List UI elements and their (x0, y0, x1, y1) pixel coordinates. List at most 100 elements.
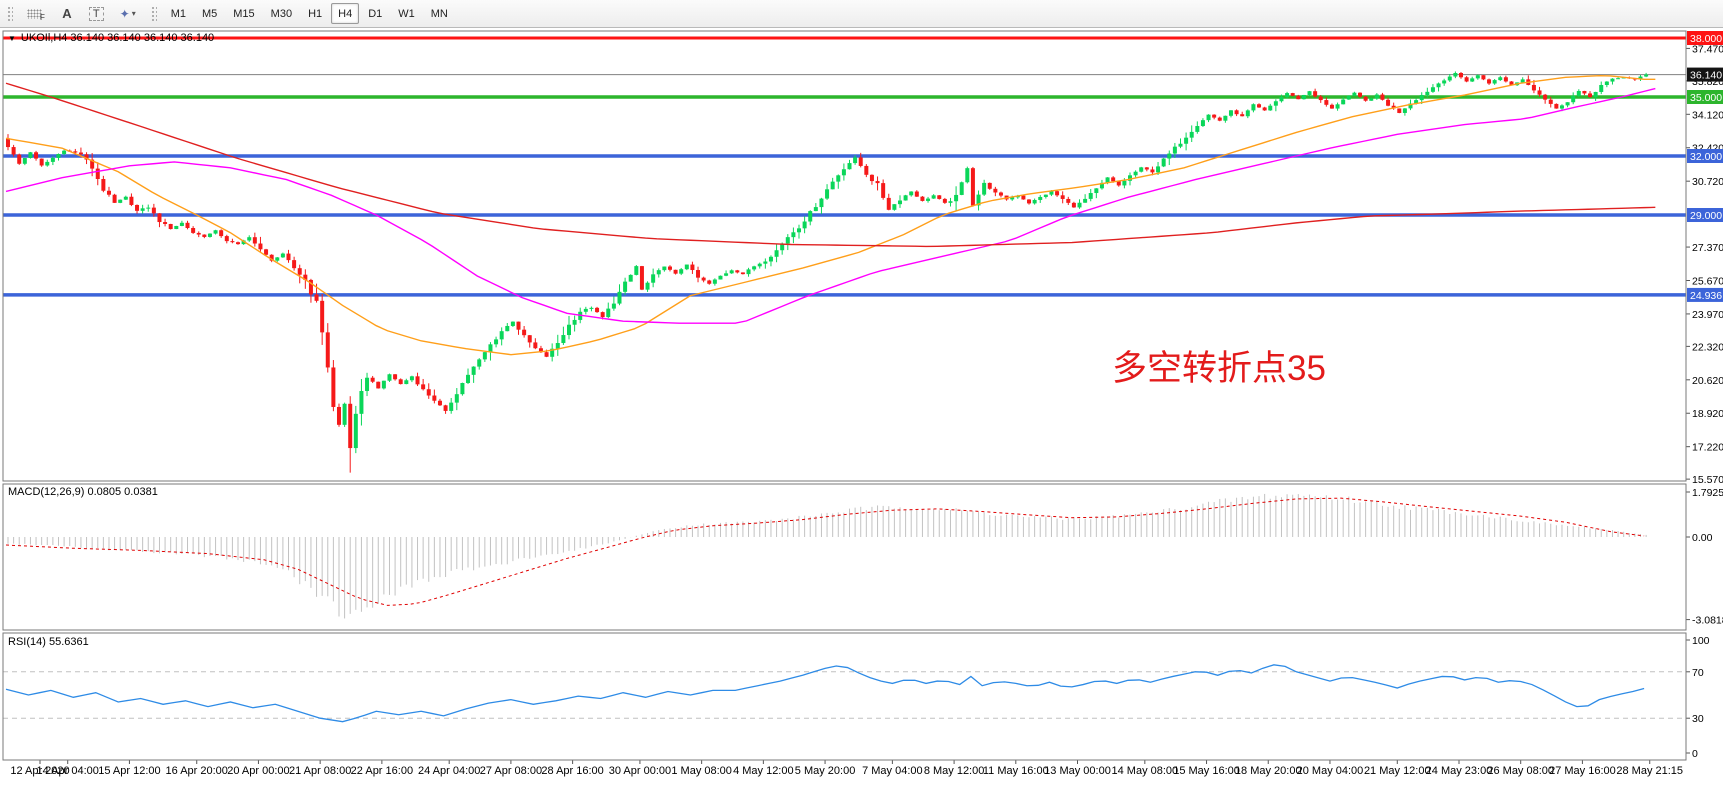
candle-body (1257, 104, 1262, 108)
timeframe-mn-button[interactable]: MN (424, 3, 455, 24)
price-badge-36.140 (1687, 67, 1723, 82)
candle-body (191, 228, 196, 233)
candle-body (516, 321, 521, 330)
candle-body (1559, 105, 1564, 109)
arrows-tool-button[interactable]: ✦ ▾ (113, 3, 143, 24)
candle-body (1077, 202, 1082, 208)
candle-body (920, 196, 925, 201)
candle-body (6, 138, 10, 148)
dot-grid-icon (27, 8, 42, 19)
candle-body (1531, 84, 1536, 91)
candle-body (1414, 100, 1419, 104)
price-tick-label: 23.970 (1692, 309, 1723, 321)
candle-body (645, 282, 650, 290)
timeframe-h1-button[interactable]: H1 (301, 3, 329, 24)
time-label: 14 Apr 04:00 (37, 765, 99, 777)
candle-body (763, 261, 768, 264)
candle-body (623, 281, 628, 292)
candle-body (954, 194, 959, 202)
candle-body (376, 381, 381, 389)
chart-text-annotation[interactable]: 多空转折点35 (1112, 349, 1326, 388)
candle-body (802, 221, 807, 229)
candle-body (50, 157, 55, 162)
candle-body (1301, 94, 1306, 100)
rsi-tick-label: 100 (1692, 635, 1710, 647)
candle-body (331, 367, 336, 407)
candle-body (1094, 188, 1099, 194)
candle-body (1049, 191, 1054, 195)
candle-body (39, 158, 44, 166)
objects-grid-tool-button[interactable]: F (20, 3, 52, 24)
candle-body (830, 181, 835, 190)
toolbar-grip[interactable] (6, 4, 13, 23)
candle-body (1453, 72, 1458, 77)
candle-body (84, 154, 89, 160)
candle-body (1638, 76, 1643, 80)
price-badge-label: 38.000 (1690, 33, 1722, 45)
candle-body (976, 194, 981, 206)
timeframe-d1-button[interactable]: D1 (361, 3, 389, 24)
candle-body (1402, 108, 1407, 113)
candle-body (1318, 96, 1323, 101)
candle-body (1498, 77, 1503, 81)
candle-body (696, 270, 701, 278)
price-badge-label: 29.000 (1690, 210, 1722, 222)
candle-body (583, 308, 588, 312)
candle-body (1352, 92, 1357, 96)
candle-body (1139, 167, 1144, 172)
candle-body (1475, 75, 1480, 79)
candle-body (572, 319, 577, 325)
candle-body (740, 272, 745, 275)
time-label: 8 May 12:00 (924, 765, 985, 777)
candle-body (1447, 76, 1452, 81)
candle-body (421, 384, 426, 390)
candle-body (858, 157, 863, 166)
candle-body (1268, 105, 1273, 111)
price-axis[interactable]: 37.47035.82034.12032.42030.72027.37025.6… (1686, 30, 1723, 760)
candle-body (567, 324, 571, 336)
candle-body (1285, 93, 1290, 97)
timeframe-m15-button[interactable]: M15 (226, 3, 261, 24)
price-tick-label: 27.370 (1692, 242, 1723, 254)
candle-body (499, 331, 504, 340)
timeframe-w1-button[interactable]: W1 (391, 3, 422, 24)
time-label: 14 May 08:00 (1112, 765, 1179, 777)
candle-body (735, 270, 740, 273)
candle-body (875, 181, 880, 184)
time-label: 15 May 16:00 (1173, 765, 1240, 777)
text-tool-button[interactable]: A (54, 3, 80, 24)
candle-body (275, 257, 280, 261)
price-tick-label: 22.320 (1692, 341, 1723, 353)
candle-body (1554, 103, 1559, 109)
candle-body (241, 240, 246, 245)
candle-body (998, 192, 1003, 196)
candle-body (1273, 101, 1278, 106)
candle-body (1043, 194, 1048, 197)
candle-body (1200, 120, 1205, 127)
candle-body (342, 403, 347, 425)
candle-body (780, 243, 785, 251)
candle-body (219, 230, 224, 237)
time-label: 16 Apr 20:00 (166, 765, 228, 777)
toolbar-grip-2[interactable] (149, 4, 157, 23)
timeframe-m5-button[interactable]: M5 (195, 3, 224, 24)
candle-body (135, 204, 140, 211)
main-price-panel (3, 36, 1686, 473)
candle-body (1509, 81, 1514, 86)
timeframe-h4-button[interactable]: H4 (331, 3, 360, 24)
candle-body (264, 249, 269, 255)
candle-body (22, 158, 27, 164)
candle-body (73, 151, 78, 153)
candle-body (477, 359, 482, 367)
price-tick-label: 25.670 (1692, 275, 1723, 287)
timeframe-m30-button[interactable]: M30 (264, 3, 299, 24)
text-label-icon: T (88, 6, 104, 21)
timeframe-m1-button[interactable]: M1 (164, 3, 193, 24)
price-badge-32.000 (1687, 149, 1723, 164)
symbol-dropdown-icon[interactable]: ▼ (8, 33, 16, 43)
text-label-tool-button[interactable]: T (82, 3, 111, 24)
candle-body (1262, 107, 1267, 111)
candle-body (1150, 169, 1155, 173)
